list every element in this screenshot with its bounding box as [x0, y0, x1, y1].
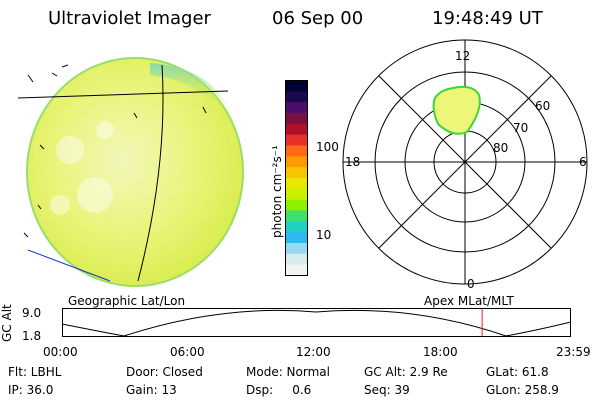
colorbar-segment [285, 80, 308, 92]
timeline-y-max: 9.0 [22, 306, 42, 320]
earth-disk [26, 57, 244, 287]
ip-info: IP: 36.0 [8, 383, 54, 397]
colorbar [285, 80, 308, 276]
coastline-ticks [23, 64, 207, 238]
colorbar-segment [285, 243, 308, 255]
timeline-plot [61, 308, 572, 337]
glon-info: GLon: 258.9 [486, 383, 559, 397]
mlt-label-0: 0 [467, 277, 475, 291]
date-label: 06 Sep 00 [272, 8, 364, 29]
dayside-limb [150, 63, 228, 110]
polar-plot: 12 6 0 18 60 70 80 [342, 39, 588, 291]
longitude-line [137, 64, 164, 282]
gain-info: Gain: 13 [126, 383, 177, 397]
glat-info: GLat: 61.8 [486, 365, 549, 379]
dsp-info: Dsp: 0.6 [246, 383, 312, 397]
colorbar-segment [285, 199, 308, 211]
colorbar-segment [285, 113, 308, 125]
colorbar-segment [285, 91, 308, 103]
colorbar-segment [285, 123, 308, 136]
timeline-y-min: 1.8 [22, 329, 42, 343]
gc-alt-info: GC Alt: 2.9 Re [364, 365, 448, 379]
mlt-label-6: 6 [579, 155, 587, 169]
colorbar-segment [285, 253, 308, 266]
colorbar-segment [285, 102, 308, 114]
colorbar-segment [285, 232, 308, 244]
colorbar-tick-10: 10 [316, 228, 332, 242]
colorbar-segment [285, 178, 308, 190]
auroral-oval [432, 85, 481, 135]
timeline-right-label: Apex MLat/MLT [424, 294, 514, 308]
terminator-line [27, 249, 111, 282]
x-tick-1800: 18:00 [423, 345, 458, 359]
x-tick-2359: 23:59 [556, 345, 591, 359]
time-label: 19:48:49 UT [432, 8, 543, 29]
earth-image [17, 57, 244, 287]
seq-info: Seq: 39 [364, 383, 410, 397]
timeline-left-label: Geographic Lat/Lon [68, 294, 186, 308]
colorbar-tick-100: 100 [316, 140, 339, 154]
timeline-y-axis-label: GC Alt [0, 304, 14, 342]
lat-label-80: 80 [493, 141, 508, 155]
lat-label-60: 60 [535, 99, 550, 113]
colorbar-segment [285, 167, 308, 179]
x-tick-1200: 12:00 [296, 345, 331, 359]
colorbar-unit-label: photon cm⁻²s⁻¹ [270, 145, 284, 238]
mode-info: Mode: Normal [246, 365, 330, 379]
colorbar-segment [285, 221, 308, 233]
colorbar-segment [285, 145, 308, 157]
altitude-curve [61, 309, 572, 337]
x-tick-0000: 00:00 [43, 345, 78, 359]
lat-label-70: 70 [513, 121, 528, 135]
colorbar-segment [285, 156, 308, 168]
colorbar-segment [285, 264, 308, 276]
mlt-label-12: 12 [455, 49, 470, 63]
colorbar-segment [285, 210, 308, 222]
colorbar-segment [285, 188, 308, 201]
latitude-line [17, 90, 229, 99]
mlt-label-18: 18 [345, 155, 360, 169]
flt-info: Flt: LBHL [8, 365, 62, 379]
door-info: Door: Closed [126, 365, 203, 379]
instrument-title: Ultraviolet Imager [48, 8, 211, 29]
bright-patches [50, 121, 114, 215]
x-tick-0600: 06:00 [170, 345, 205, 359]
colorbar-segment [285, 134, 308, 146]
